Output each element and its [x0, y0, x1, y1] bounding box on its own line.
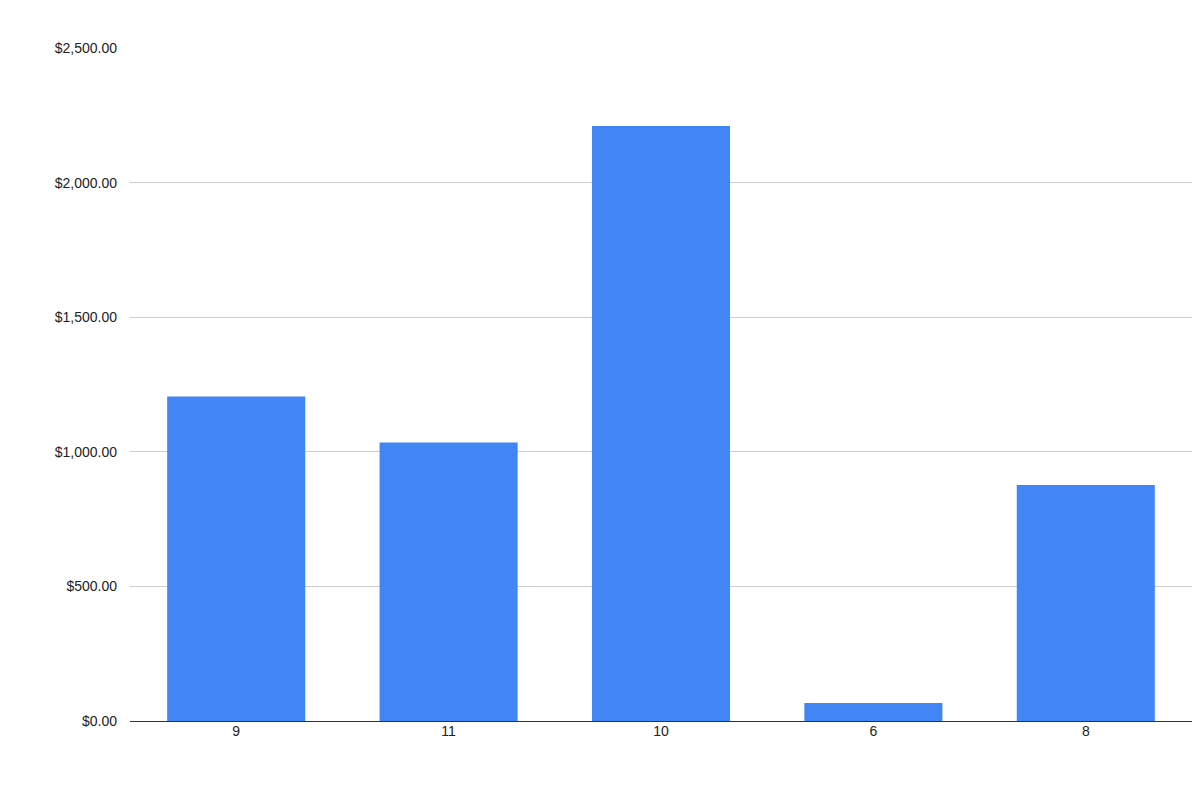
svg-text:$1,000.00: $1,000.00	[55, 444, 117, 460]
svg-text:10: 10	[653, 723, 669, 739]
svg-text:8: 8	[1082, 723, 1090, 739]
svg-text:$0.00: $0.00	[82, 713, 117, 729]
svg-text:$2,500.00: $2,500.00	[55, 40, 117, 56]
svg-text:9: 9	[232, 723, 240, 739]
svg-text:11: 11	[441, 723, 456, 739]
svg-text:$500.00: $500.00	[66, 578, 117, 594]
svg-text:$2,000.00: $2,000.00	[55, 175, 117, 191]
svg-text:6: 6	[870, 723, 878, 739]
svg-text:$1,500.00: $1,500.00	[55, 309, 117, 325]
